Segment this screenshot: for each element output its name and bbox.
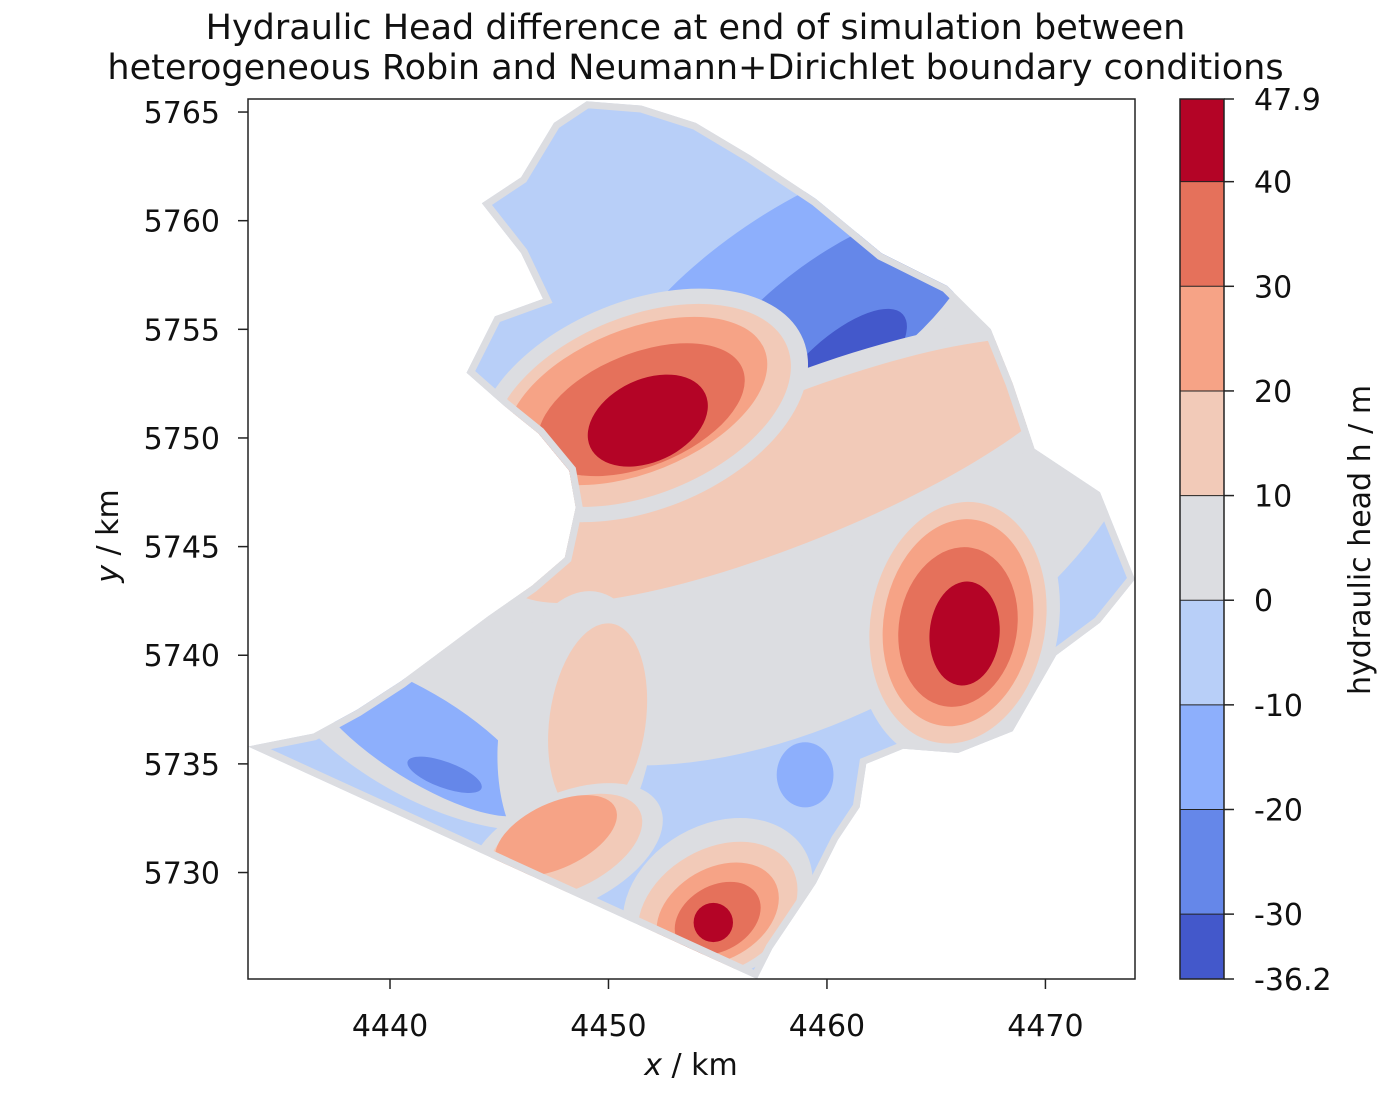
colorbar-tick-label: 20 [1254, 375, 1292, 410]
colorbar-tick-label: 0 [1254, 584, 1273, 619]
colorbar: -36.2 -30 -20 -10 0 10 20 30 40 47.9 [1179, 83, 1332, 998]
colorbar-tick-label: 30 [1254, 270, 1292, 305]
y-tick-label: 5735 [144, 748, 220, 783]
colorbar-tick-label: 40 [1254, 166, 1292, 201]
colorbar-tick-label: 47.9 [1254, 83, 1321, 118]
contour-band-19 [587, 374, 708, 467]
colorbar-band [1180, 99, 1224, 182]
colorbar-band [1180, 809, 1224, 915]
chart-title-line-2: heterogeneous Robin and Neumann+Dirichle… [107, 48, 1284, 88]
contour-band-7 [776, 742, 834, 808]
x-tick-label: 4440 [352, 1009, 428, 1044]
contour-band-29 [693, 902, 733, 943]
colorbar-band [1180, 390, 1224, 496]
y-tick-label: 5745 [144, 531, 220, 566]
colorbar-band [1180, 495, 1224, 601]
colorbar-tick-label: -20 [1254, 793, 1303, 828]
contour-band-24 [929, 581, 1000, 686]
colorbar-band [1180, 704, 1224, 810]
y-tick-label: 5755 [144, 313, 220, 348]
y-tick-label: 5760 [144, 205, 220, 240]
contour-band-9 [509, 338, 1080, 604]
y-axis-label: y / km [91, 489, 126, 584]
y-tick-label: 5750 [144, 422, 220, 457]
colorbar-frame [1179, 98, 1225, 980]
contour-band-11 [548, 623, 648, 818]
contour-band-6 [407, 756, 482, 793]
chart-title-line-1: Hydraulic Head difference at end of simu… [205, 8, 1186, 48]
colorbar-tick-label: -10 [1254, 689, 1303, 724]
colorbar-tick-label: -30 [1254, 898, 1303, 933]
colorbar-band [1180, 286, 1224, 391]
y-tick-label: 5765 [144, 96, 220, 131]
colorbar-tick-label: 10 [1254, 480, 1292, 515]
plot-area [248, 101, 1135, 979]
x-axis-label: x / km [643, 1048, 738, 1083]
colorbar-band [1180, 181, 1224, 287]
x-axis: 4440 4450 4460 4470 [352, 979, 1084, 1044]
x-tick-label: 4450 [570, 1009, 646, 1044]
chart-title: Hydraulic Head difference at end of simu… [0, 8, 1391, 88]
y-tick-label: 5730 [144, 857, 220, 892]
colorbar-label: hydraulic head h / m [1343, 385, 1378, 695]
x-tick-label: 4460 [789, 1009, 865, 1044]
colorbar-band [1180, 914, 1224, 979]
colorbar-tick-label: -36.2 [1254, 963, 1332, 998]
contour-band-14 [495, 795, 617, 877]
y-axis: 5730 5735 5740 5745 5750 5755 5760 5765 [144, 96, 248, 892]
colorbar-band [1180, 600, 1224, 705]
x-tick-label: 4470 [1007, 1009, 1083, 1044]
axes-frame [247, 98, 1136, 980]
y-tick-label: 5740 [144, 639, 220, 674]
